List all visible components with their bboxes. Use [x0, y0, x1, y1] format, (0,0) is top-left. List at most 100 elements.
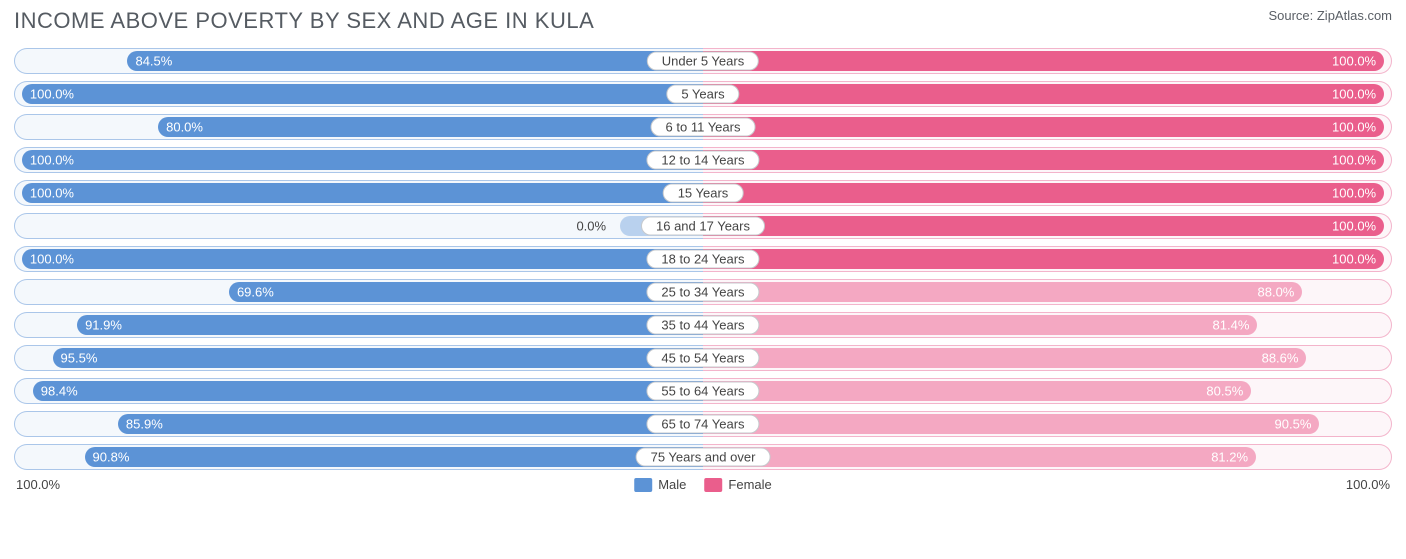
chart-title: INCOME ABOVE POVERTY BY SEX AND AGE IN K… — [14, 8, 594, 34]
male-value-label: 91.9% — [85, 318, 122, 333]
category-label: 16 and 17 Years — [641, 217, 765, 236]
male-value-label: 100.0% — [30, 186, 74, 201]
male-track: 0.0% — [14, 213, 703, 239]
source-label: Source: ZipAtlas.com — [1268, 8, 1392, 23]
legend-label-male: Male — [658, 477, 686, 492]
chart-row: 90.8% 81.2% 75 Years and over — [14, 444, 1392, 470]
male-track: 95.5% — [14, 345, 703, 371]
male-track: 100.0% — [14, 81, 703, 107]
female-value-label: 81.4% — [1213, 318, 1250, 333]
category-label: 15 Years — [663, 184, 744, 203]
male-bar: 95.5% — [53, 348, 703, 368]
chart-row: 100.0% 100.0% 12 to 14 Years — [14, 147, 1392, 173]
male-value-label: 80.0% — [166, 120, 203, 135]
male-track: 90.8% — [14, 444, 703, 470]
legend-swatch-male — [634, 478, 652, 492]
male-bar: 85.9% — [118, 414, 703, 434]
male-track: 91.9% — [14, 312, 703, 338]
female-track: 100.0% — [703, 246, 1392, 272]
male-bar: 100.0% — [22, 249, 703, 269]
male-value-label: 0.0% — [576, 219, 606, 234]
female-track: 88.0% — [703, 279, 1392, 305]
female-bar: 88.6% — [703, 348, 1306, 368]
male-track: 100.0% — [14, 246, 703, 272]
category-label: 18 to 24 Years — [646, 250, 759, 269]
male-value-label: 100.0% — [30, 153, 74, 168]
category-label: Under 5 Years — [647, 52, 759, 71]
female-bar: 88.0% — [703, 282, 1302, 302]
female-track: 88.6% — [703, 345, 1392, 371]
male-bar: 84.5% — [127, 51, 703, 71]
category-label: 55 to 64 Years — [646, 382, 759, 401]
female-bar: 80.5% — [703, 381, 1251, 401]
female-bar: 81.2% — [703, 447, 1256, 467]
legend-label-female: Female — [728, 477, 771, 492]
axis-left-label: 100.0% — [16, 477, 60, 492]
category-label: 45 to 54 Years — [646, 349, 759, 368]
female-track: 81.2% — [703, 444, 1392, 470]
male-bar: 100.0% — [22, 183, 703, 203]
female-track: 100.0% — [703, 114, 1392, 140]
male-bar: 98.4% — [33, 381, 703, 401]
male-track: 84.5% — [14, 48, 703, 74]
category-label: 75 Years and over — [636, 448, 771, 467]
category-label: 6 to 11 Years — [651, 118, 756, 137]
female-value-label: 100.0% — [1332, 153, 1376, 168]
female-track: 100.0% — [703, 147, 1392, 173]
female-track: 81.4% — [703, 312, 1392, 338]
legend-item-female: Female — [704, 477, 771, 492]
female-value-label: 100.0% — [1332, 120, 1376, 135]
female-value-label: 90.5% — [1275, 417, 1312, 432]
female-bar: 81.4% — [703, 315, 1257, 335]
male-track: 100.0% — [14, 147, 703, 173]
chart-row: 85.9%90.5%65 to 74 Years — [14, 411, 1392, 437]
female-track: 100.0% — [703, 180, 1392, 206]
legend-item-male: Male — [634, 477, 686, 492]
female-bar: 100.0% — [703, 84, 1384, 104]
male-bar: 91.9% — [77, 315, 703, 335]
diverging-bar-chart: 84.5%100.0%Under 5 Years100.0%100.0%5 Ye… — [14, 48, 1392, 470]
chart-row: 69.6% 88.0% 25 to 34 Years — [14, 279, 1392, 305]
axis-row: 100.0% Male Female 100.0% — [14, 477, 1392, 497]
female-track: 100.0% — [703, 48, 1392, 74]
male-bar: 69.6% — [229, 282, 703, 302]
male-value-label: 95.5% — [61, 351, 98, 366]
male-track: 69.6% — [14, 279, 703, 305]
chart-row: 98.4% 80.5%55 to 64 Years — [14, 378, 1392, 404]
female-track: 80.5% — [703, 378, 1392, 404]
female-bar: 100.0% — [703, 51, 1384, 71]
female-bar: 100.0% — [703, 249, 1384, 269]
female-bar: 100.0% — [703, 183, 1384, 203]
chart-row: 80.0% 100.0% 6 to 11 Years — [14, 114, 1392, 140]
female-value-label: 88.0% — [1258, 285, 1295, 300]
male-value-label: 100.0% — [30, 87, 74, 102]
male-track: 85.9% — [14, 411, 703, 437]
female-bar: 100.0% — [703, 216, 1384, 236]
legend-swatch-female — [704, 478, 722, 492]
male-value-label: 90.8% — [93, 450, 130, 465]
male-bar: 90.8% — [85, 447, 703, 467]
male-bar: 80.0% — [158, 117, 703, 137]
male-bar: 100.0% — [22, 150, 703, 170]
female-value-label: 81.2% — [1211, 450, 1248, 465]
male-value-label: 85.9% — [126, 417, 163, 432]
female-value-label: 100.0% — [1332, 252, 1376, 267]
female-track: 90.5% — [703, 411, 1392, 437]
female-bar: 90.5% — [703, 414, 1319, 434]
female-value-label: 100.0% — [1332, 54, 1376, 69]
legend: Male Female — [634, 477, 772, 492]
category-label: 25 to 34 Years — [646, 283, 759, 302]
male-track: 80.0% — [14, 114, 703, 140]
category-label: 5 Years — [666, 85, 739, 104]
chart-row: 84.5% 100.0% Under 5 Years — [14, 48, 1392, 74]
chart-row: 100.0%100.0%15 Years — [14, 180, 1392, 206]
category-label: 12 to 14 Years — [646, 151, 759, 170]
male-track: 100.0% — [14, 180, 703, 206]
category-label: 35 to 44 Years — [646, 316, 759, 335]
chart-row: 100.0%100.0%18 to 24 Years — [14, 246, 1392, 272]
male-bar: 100.0% — [22, 84, 703, 104]
male-value-label: 98.4% — [41, 384, 78, 399]
chart-row: 0.0% 100.0%16 and 17 Years — [14, 213, 1392, 239]
female-track: 100.0% — [703, 213, 1392, 239]
chart-row: 95.5% 88.6%45 to 54 Years — [14, 345, 1392, 371]
